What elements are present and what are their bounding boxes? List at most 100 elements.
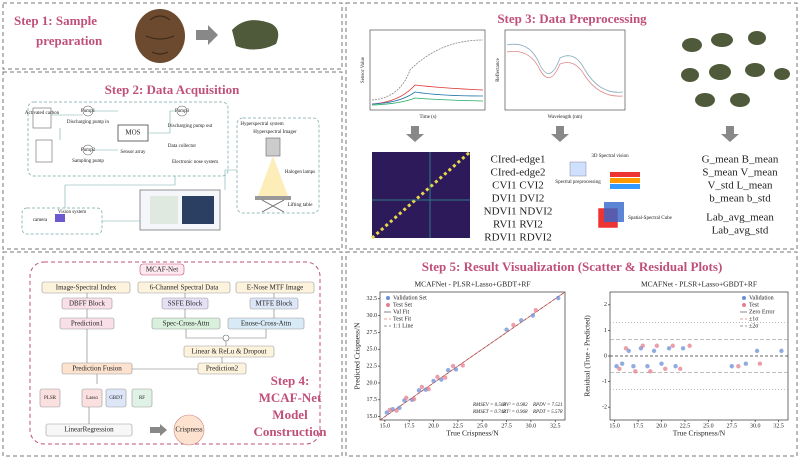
legend-label: ±1σ xyxy=(749,316,759,322)
label: Lifting table xyxy=(288,203,314,208)
screen-grid xyxy=(182,196,214,224)
point xyxy=(450,363,456,369)
input: E-Nose MTF Image xyxy=(247,284,303,292)
cable xyxy=(64,169,237,222)
label: Spectral preprocessing xyxy=(555,180,601,185)
index: RDVI1 RDVI2 xyxy=(484,232,552,244)
box xyxy=(235,281,315,294)
y-tick-label: -2 xyxy=(602,405,607,411)
step-title: preparation xyxy=(36,33,103,48)
box xyxy=(39,388,61,408)
y-axis-label: Residual (True - Predicted) xyxy=(583,315,592,397)
point xyxy=(518,318,524,323)
x-tick-label: 25.0 xyxy=(477,423,488,429)
label: Sensor array xyxy=(120,150,146,155)
point xyxy=(555,295,561,301)
point xyxy=(678,366,683,371)
curve xyxy=(371,97,484,106)
kernel xyxy=(232,20,279,50)
box xyxy=(137,281,231,294)
box xyxy=(139,263,185,276)
point xyxy=(754,348,760,354)
point xyxy=(619,361,625,366)
point xyxy=(673,364,678,369)
point xyxy=(670,343,675,348)
input: Image-Spectral Index xyxy=(56,284,117,292)
stat: RMSEV = 0.569 xyxy=(472,403,506,408)
label: Electronic nose system xyxy=(172,160,218,165)
label: Discharging pump in xyxy=(67,120,110,125)
tube xyxy=(51,110,177,151)
stat: RPDV = 7.521 xyxy=(532,403,563,408)
table xyxy=(255,196,291,200)
walnut xyxy=(135,9,185,63)
point xyxy=(426,386,431,392)
point xyxy=(663,366,668,371)
point xyxy=(631,364,636,369)
point xyxy=(736,364,741,369)
point xyxy=(394,408,399,413)
box xyxy=(105,388,127,408)
x-tick-label: 30.0 xyxy=(750,423,761,429)
regressor: GBDT xyxy=(109,396,123,401)
connector xyxy=(86,293,275,384)
legend-label: Test Set xyxy=(393,302,412,308)
point xyxy=(460,363,465,368)
point xyxy=(687,343,692,348)
step-title: Step 4: xyxy=(271,373,310,388)
regressor: Lasso xyxy=(86,396,98,401)
feature: G_mean B_mean xyxy=(702,154,779,166)
x-axis-label: True Crispness/N xyxy=(446,429,499,438)
stat: RV² = 0.982 xyxy=(502,402,528,408)
block: MTFE Block xyxy=(255,300,293,308)
screen-image xyxy=(150,196,178,224)
point xyxy=(617,366,622,371)
y-tick-label: 17.5 xyxy=(367,397,378,403)
y-tick-label: 22.5 xyxy=(367,363,378,369)
hsi-frame xyxy=(236,117,320,214)
x-tick-label: 15.0 xyxy=(380,423,391,429)
camera xyxy=(55,214,65,222)
feature: Lab_avg_mean xyxy=(706,212,774,224)
point xyxy=(411,396,417,402)
output xyxy=(173,414,205,446)
point xyxy=(453,367,459,372)
x-tick-label: 17.5 xyxy=(404,423,415,429)
plot-title: MCAFNet - PLSR+Lasso+GBDT+RF xyxy=(641,280,757,289)
step-title: Step 2: Data Acquisition xyxy=(105,82,240,97)
step-title: Model xyxy=(272,407,308,422)
legend-swatch xyxy=(742,296,746,300)
panel xyxy=(345,2,798,250)
stat: RT² = 0.968 xyxy=(502,409,528,415)
y-tick-label: -1 xyxy=(602,379,607,385)
box xyxy=(41,281,131,294)
point xyxy=(623,346,629,351)
axis-label: Sensor Value xyxy=(361,56,366,83)
y-axis-label: Predicted Crispness/N xyxy=(353,322,362,389)
point xyxy=(443,375,448,380)
box xyxy=(81,388,103,408)
enose-frame xyxy=(27,101,229,177)
x-tick-label: 20.0 xyxy=(428,423,439,429)
point xyxy=(651,348,657,354)
axis-label: Time (s) xyxy=(420,115,437,120)
y-tick-label: 32.5 xyxy=(367,296,378,302)
step-title: MCAF-Net xyxy=(259,390,322,405)
point xyxy=(439,377,444,382)
index: RVI1 RVI2 xyxy=(493,219,543,231)
y-tick-label: 15.0 xyxy=(367,414,378,420)
y-tick-label: 30.0 xyxy=(367,313,378,319)
sensor-plot xyxy=(369,29,486,111)
label: Pump1 xyxy=(81,109,96,114)
x-tick-label: 25.0 xyxy=(703,423,714,429)
input: 6-Channel Spectral Data xyxy=(150,284,220,292)
x-tick-label: 20.0 xyxy=(656,423,667,429)
legend-swatch xyxy=(386,296,390,300)
point xyxy=(743,361,749,366)
x-tick-label: 15.0 xyxy=(609,423,620,429)
label: Data collector xyxy=(168,144,197,149)
label: Hyperspectral Imager xyxy=(253,130,297,135)
axis-label: Reflectance xyxy=(496,57,501,81)
stat: RMSET = 0.743 xyxy=(472,410,506,415)
x-tick-label: 17.5 xyxy=(633,423,644,429)
